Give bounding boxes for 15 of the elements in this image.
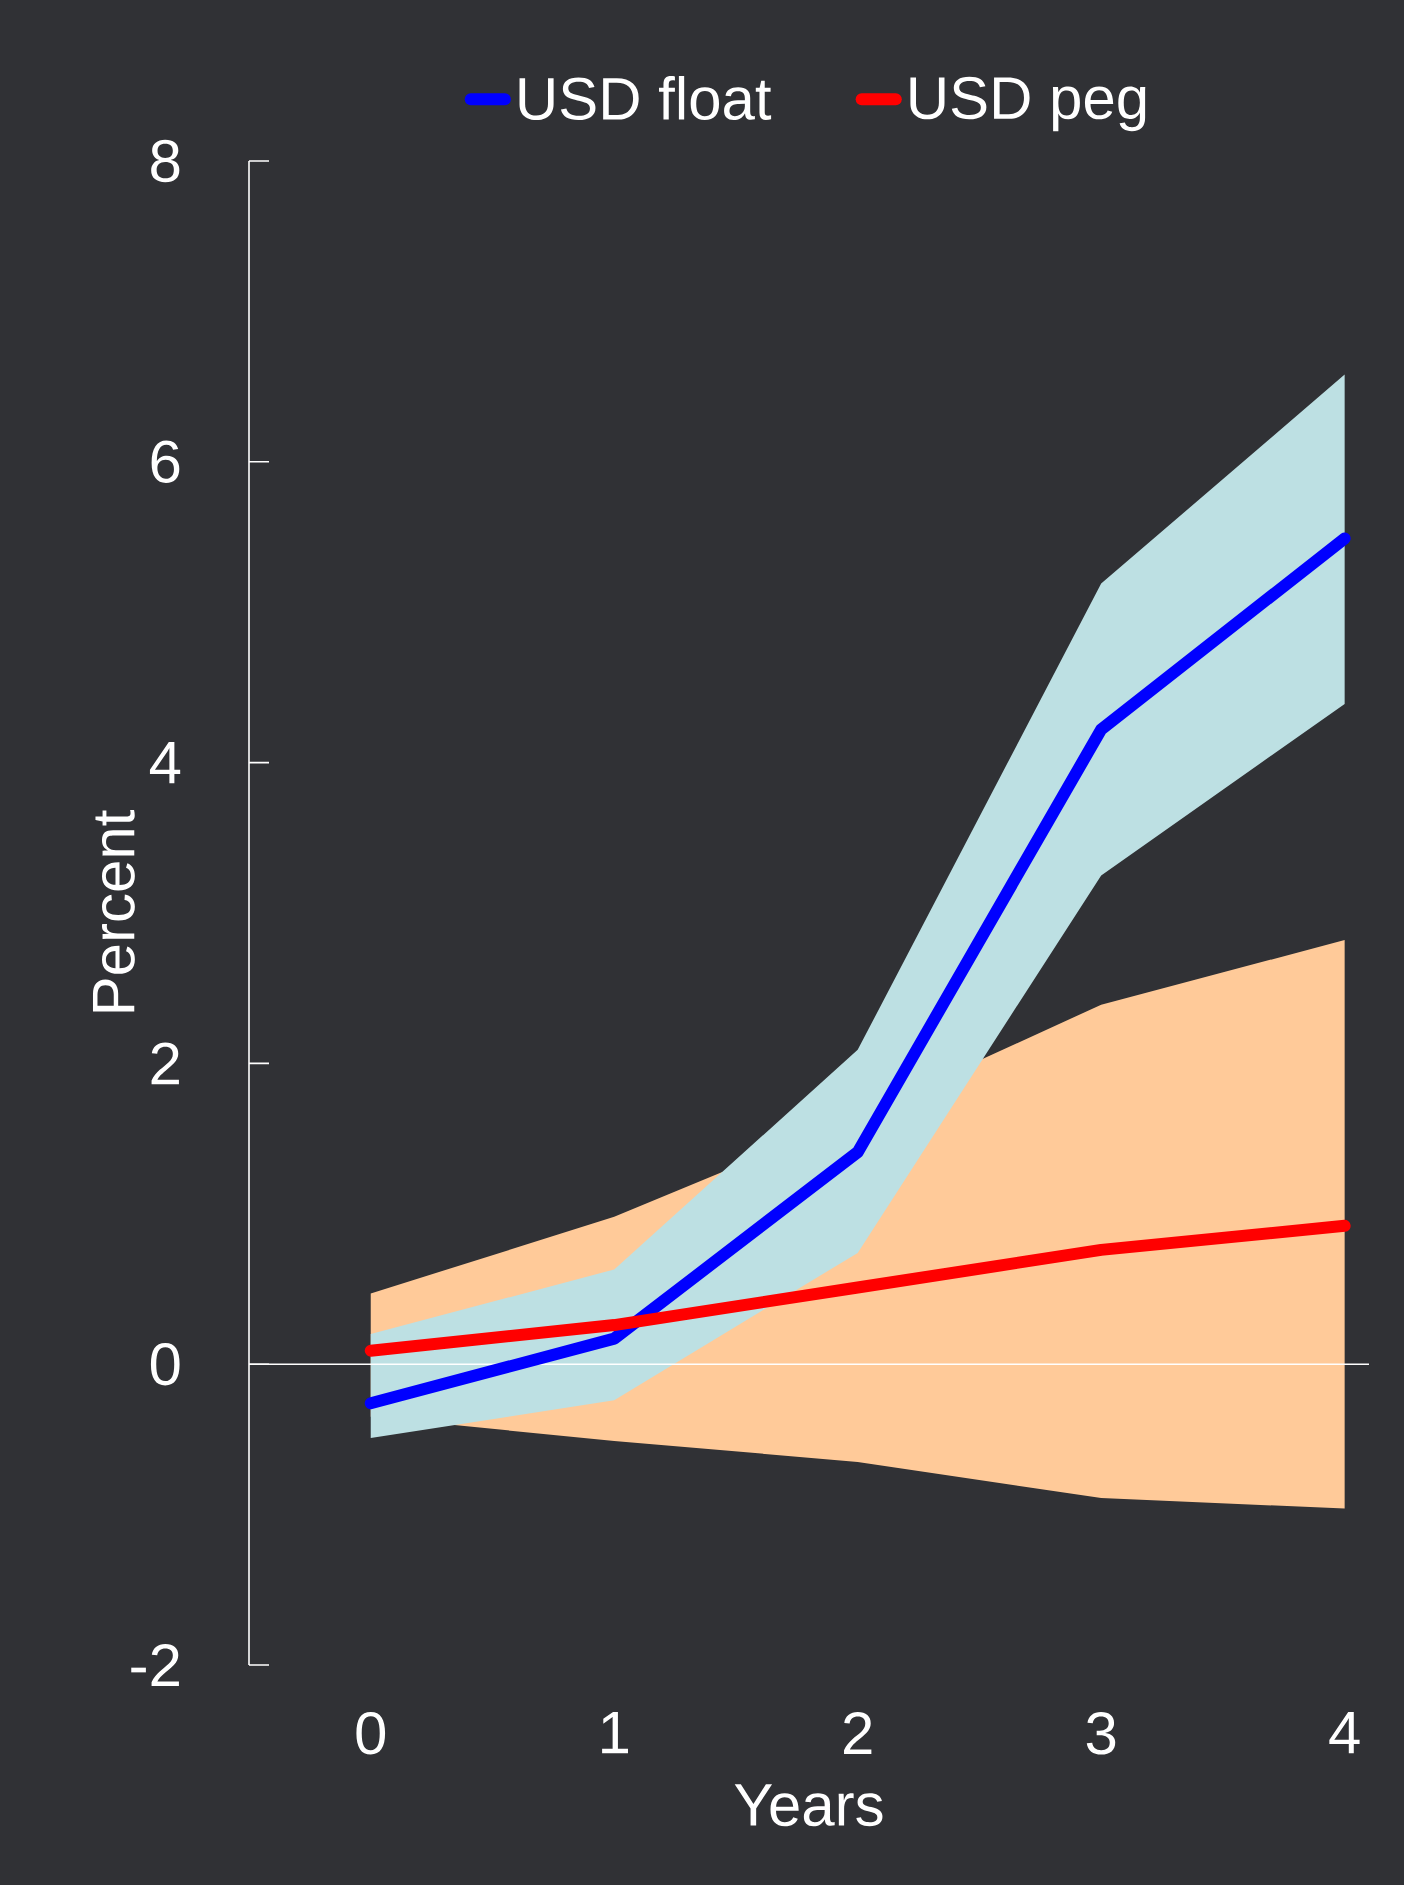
y-tick-label: 0 [150,1342,180,1386]
y-tick-label: -2 [131,1644,179,1686]
y-tick-label: 6 [151,440,180,484]
x-tick-label: 4 [1329,1712,1360,1754]
x-tick-label: 0 [356,1712,386,1755]
x-tick-label: 2 [844,1712,872,1754]
x-tick-label: 1 [602,1712,628,1754]
y-tick-label: 4 [149,741,181,784]
legend-label: USD peg [910,76,1146,132]
x-tick-label: 3 [1086,1712,1116,1755]
y-tick-label: 2 [151,1042,179,1085]
legend-label: USD float [519,76,772,121]
y-axis-title: Percent [92,810,135,1012]
x-axis-title: Years [734,1784,883,1827]
y-tick-label: 8 [151,139,180,183]
